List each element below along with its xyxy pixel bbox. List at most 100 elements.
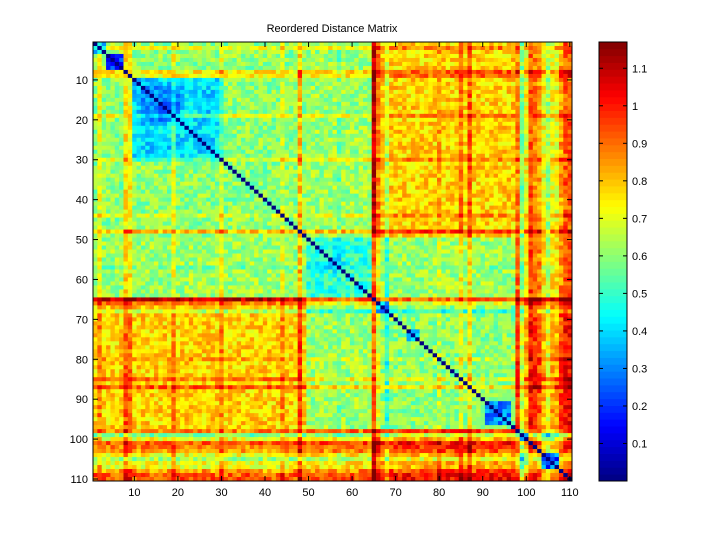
heatmap-cell: [153, 109, 159, 115]
heatmap-cell: [123, 97, 129, 103]
heatmap-cell: [197, 97, 203, 103]
heatmap-cell: [123, 93, 129, 99]
heatmap-cell: [484, 125, 490, 131]
heatmap-cell: [123, 173, 129, 179]
heatmap-cell: [258, 121, 264, 127]
heatmap-cell: [532, 73, 538, 79]
heatmap-cell: [188, 101, 194, 107]
heatmap-cell: [162, 57, 168, 63]
heatmap-cell: [467, 193, 473, 199]
heatmap-cell: [541, 129, 547, 135]
heatmap-cell: [310, 137, 316, 143]
heatmap-cell: [323, 177, 329, 183]
heatmap-cell: [297, 169, 303, 175]
heatmap-cell: [254, 165, 259, 171]
heatmap-cell: [323, 97, 329, 103]
heatmap-cell: [502, 173, 508, 179]
heatmap-cell: [362, 101, 368, 107]
heatmap-cell: [524, 197, 529, 203]
heatmap-cell: [271, 89, 277, 95]
heatmap-cell: [506, 193, 512, 199]
heatmap-cell: [497, 117, 503, 123]
heatmap-cell: [563, 189, 569, 195]
heatmap-cell: [197, 117, 203, 123]
heatmap-cell: [419, 145, 425, 151]
heatmap-cell: [302, 125, 307, 131]
heatmap-cell: [558, 161, 564, 167]
heatmap-cell: [511, 73, 516, 79]
heatmap-cell: [554, 101, 560, 107]
heatmap-cell: [341, 141, 346, 147]
heatmap-cell: [476, 217, 481, 222]
heatmap-cell: [410, 125, 416, 131]
heatmap-cell: [227, 197, 233, 203]
heatmap-cell: [437, 185, 442, 191]
heatmap-cell: [362, 93, 368, 99]
heatmap-cell: [193, 89, 198, 95]
heatmap-cell: [545, 85, 551, 91]
heatmap-cell: [284, 185, 290, 191]
heatmap-cell: [227, 61, 233, 67]
heatmap-cell: [162, 169, 168, 175]
heatmap-cell: [532, 157, 538, 163]
heatmap-cell: [419, 113, 425, 119]
heatmap-cell: [201, 181, 207, 187]
heatmap-cell: [445, 65, 451, 71]
heatmap-cell: [127, 57, 133, 63]
heatmap-cell: [389, 201, 394, 207]
heatmap-cell: [288, 221, 294, 226]
heatmap-cell: [441, 209, 447, 215]
heatmap-cell: [153, 81, 159, 87]
heatmap-cell: [158, 53, 164, 59]
heatmap-cell: [284, 141, 290, 147]
heatmap-cell: [219, 221, 225, 226]
heatmap-cell: [419, 125, 425, 131]
heatmap-cell: [554, 205, 560, 211]
heatmap-cell: [310, 165, 316, 171]
heatmap-cell: [319, 153, 325, 159]
heatmap-cell: [254, 137, 259, 143]
heatmap-cell: [389, 105, 394, 111]
heatmap-cell: [123, 53, 129, 59]
heatmap-cell: [397, 141, 403, 147]
heatmap-cell: [214, 169, 220, 175]
heatmap-cell: [332, 49, 338, 55]
heatmap-cell: [367, 137, 373, 143]
heatmap-cell: [471, 141, 477, 147]
heatmap-cell: [145, 109, 150, 115]
heatmap-cell: [288, 141, 294, 147]
heatmap-cell: [502, 153, 508, 159]
heatmap-cell: [519, 93, 525, 99]
heatmap-cell: [558, 201, 564, 207]
heatmap-cell: [541, 165, 547, 171]
heatmap-cell: [519, 77, 525, 83]
heatmap-cell: [406, 101, 412, 107]
heatmap-cell: [323, 85, 329, 91]
heatmap-cell: [380, 89, 386, 95]
heatmap-cell: [376, 73, 381, 79]
heatmap-cell: [275, 169, 281, 175]
heatmap-cell: [476, 101, 481, 107]
heatmap-cell: [454, 197, 460, 203]
heatmap-cell: [528, 181, 534, 187]
heatmap-cell: [410, 165, 416, 171]
heatmap-cell: [323, 197, 329, 203]
heatmap-cell: [437, 125, 442, 131]
heatmap-cell: [463, 157, 468, 163]
heatmap-cell: [354, 173, 360, 179]
heatmap-cell: [550, 173, 555, 179]
heatmap-cell: [310, 121, 316, 127]
heatmap-cell: [110, 145, 116, 151]
heatmap-cell: [323, 42, 329, 47]
heatmap-cell: [140, 213, 146, 218]
heatmap-cell: [258, 153, 264, 159]
heatmap-cell: [367, 65, 373, 71]
heatmap-cell: [354, 65, 360, 71]
heatmap-cell: [558, 125, 564, 131]
heatmap-cell: [93, 205, 98, 211]
heatmap-cell: [480, 141, 486, 147]
heatmap-cell: [354, 89, 360, 95]
heatmap-cell: [480, 169, 486, 175]
heatmap-cell: [537, 161, 542, 167]
heatmap-cell: [106, 93, 111, 99]
